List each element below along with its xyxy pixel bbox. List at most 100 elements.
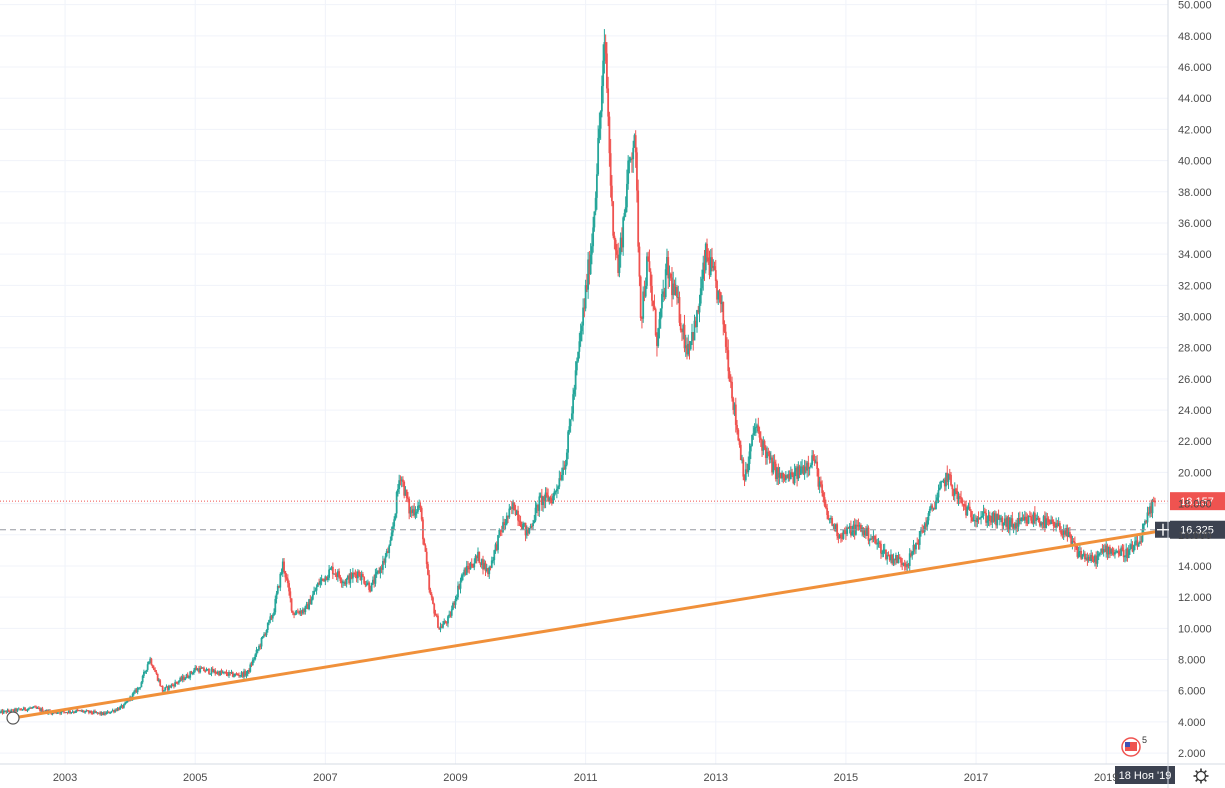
- candle-body: [870, 538, 872, 540]
- candle-body: [209, 673, 212, 675]
- candle-body: [215, 673, 218, 675]
- candle-body: [85, 710, 88, 712]
- candle-body: [1106, 545, 1109, 555]
- candle-body: [65, 712, 68, 714]
- candle-body: [9, 711, 11, 713]
- candle-body: [336, 571, 339, 577]
- candle-body: [1085, 557, 1088, 560]
- candle-body: [1081, 554, 1084, 559]
- crosshair-time-badge: [1115, 766, 1175, 784]
- candle-body: [798, 466, 801, 475]
- candle-body: [867, 527, 870, 541]
- candle-body: [249, 664, 252, 672]
- candle-body: [399, 480, 402, 482]
- candle-body: [136, 688, 139, 693]
- candle-body: [950, 474, 952, 486]
- gear-ring: [1195, 770, 1207, 782]
- candle-body: [124, 702, 127, 705]
- candle-body: [857, 524, 860, 527]
- x-tick-label: 2011: [574, 772, 598, 784]
- candle-body: [168, 685, 170, 690]
- candle-body: [75, 709, 78, 713]
- candles: [0, 29, 1156, 716]
- candle-body: [886, 555, 889, 560]
- candle-body: [1080, 550, 1083, 559]
- candle-body: [1104, 549, 1106, 552]
- candle-body: [119, 706, 122, 710]
- candle-body: [370, 582, 373, 592]
- candle-body: [276, 585, 279, 594]
- candle-body: [304, 606, 307, 613]
- candle-body: [188, 677, 190, 679]
- candle-body: [89, 710, 91, 713]
- candle-body: [564, 464, 567, 470]
- candle-body: [1047, 519, 1050, 523]
- candle-body: [1070, 535, 1073, 544]
- candle-body: [487, 568, 489, 575]
- candle-body: [687, 343, 690, 355]
- candle-body: [72, 711, 75, 713]
- candle-body: [1077, 551, 1080, 557]
- candle-body: [364, 583, 367, 586]
- candle-body: [676, 287, 678, 298]
- candle-body: [647, 256, 650, 262]
- candle-body: [150, 658, 153, 665]
- candle-body: [388, 545, 391, 553]
- candle-body: [275, 593, 278, 600]
- trendline[interactable]: [11, 528, 1170, 720]
- candle-body: [749, 445, 752, 452]
- candle-body: [1117, 550, 1120, 555]
- candle-body: [656, 335, 658, 346]
- candle-body: [1122, 549, 1125, 558]
- candle-body: [171, 684, 174, 686]
- candle-body: [369, 589, 372, 592]
- candle-body: [74, 712, 76, 714]
- candle-body: [797, 466, 800, 479]
- candle-body: [896, 555, 899, 564]
- candle-body: [837, 536, 840, 539]
- candle-body: [403, 481, 406, 496]
- candle-body: [156, 673, 159, 681]
- trendline-anchor-handle[interactable]: [6, 711, 20, 725]
- candle-body: [508, 508, 511, 518]
- candle-body: [674, 287, 677, 296]
- candle-body: [1007, 517, 1010, 530]
- candle-body: [346, 575, 349, 579]
- flag-badge-icon[interactable]: 5: [1121, 735, 1147, 757]
- candle-body: [1013, 523, 1016, 529]
- candle-body: [559, 478, 562, 480]
- candle-body: [198, 668, 200, 673]
- candle-body: [1141, 529, 1144, 542]
- candle-body: [575, 361, 578, 371]
- candle-body: [409, 510, 412, 514]
- candle-body: [183, 676, 185, 680]
- candle-body: [808, 467, 811, 469]
- candle-body: [163, 690, 165, 692]
- x-tick-label: 2009: [443, 772, 467, 784]
- candle-body: [819, 481, 822, 485]
- candle-body: [380, 567, 383, 570]
- x-tick-label: 2007: [313, 772, 337, 784]
- candle-body: [744, 469, 747, 481]
- candle-body: [1125, 548, 1128, 556]
- candle-body: [82, 710, 85, 713]
- candle-body: [345, 578, 348, 585]
- candle-body: [11, 709, 14, 711]
- candle-body: [1134, 541, 1136, 546]
- candle-body: [76, 709, 79, 711]
- candle-body: [522, 523, 524, 530]
- candle-body: [434, 613, 437, 616]
- candle-body: [6, 710, 9, 713]
- candle-body: [154, 669, 157, 672]
- candle-body: [10, 709, 13, 712]
- gear-icon[interactable]: [1193, 768, 1209, 784]
- candle-body: [1075, 546, 1078, 548]
- candle-body: [1058, 523, 1061, 531]
- candle-body: [774, 463, 777, 480]
- candle-body: [915, 542, 917, 550]
- candle-body: [0, 711, 1, 713]
- candle-body: [373, 579, 376, 584]
- candle-body: [643, 291, 646, 297]
- candle-body: [631, 158, 633, 160]
